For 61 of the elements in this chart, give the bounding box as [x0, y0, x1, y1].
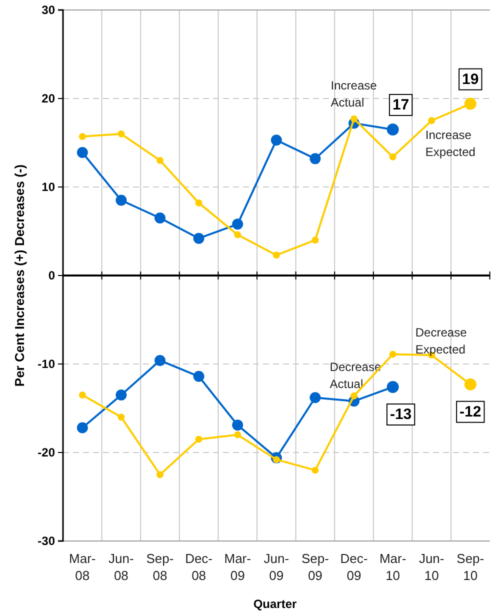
- point: [195, 436, 202, 443]
- x-tick-label: Sep-08: [146, 551, 174, 583]
- x-tick-label: Mar-10: [379, 551, 406, 583]
- point: [78, 391, 86, 398]
- point: [156, 471, 164, 478]
- point: [232, 218, 244, 230]
- point: [272, 252, 280, 259]
- point: [310, 392, 321, 404]
- point: [154, 354, 166, 366]
- point: [234, 231, 242, 238]
- y-tick-label: 30: [42, 2, 56, 17]
- point: [386, 123, 399, 136]
- point: [116, 389, 127, 400]
- x-tick-label: Jun-08: [108, 551, 134, 583]
- series-label: Increase Expected: [425, 128, 476, 159]
- y-tick-label: 20: [42, 91, 56, 106]
- point: [154, 212, 166, 224]
- point: [312, 466, 319, 474]
- y-tick-label: -30: [38, 534, 56, 548]
- y-axis-title: Per Cent Increases (+) Decreases (-): [12, 164, 27, 387]
- point: [156, 156, 164, 164]
- point: [234, 431, 242, 438]
- y-tick-label: -10: [38, 356, 56, 371]
- y-tick-label: 10: [42, 180, 56, 194]
- point: [118, 130, 125, 138]
- point: [76, 422, 88, 434]
- x-tick-label: Dec-08: [185, 551, 213, 583]
- point: [193, 370, 204, 382]
- x-axis-title: Quarter: [253, 597, 297, 611]
- point: [232, 420, 244, 431]
- data-label: -12: [460, 403, 482, 420]
- point: [312, 236, 319, 244]
- x-tick-label: Sep-09: [301, 551, 329, 583]
- point: [193, 232, 204, 244]
- point: [116, 194, 127, 206]
- x-tick-label: Sep-10: [456, 551, 484, 583]
- x-tick-label: Jun-09: [264, 551, 290, 583]
- series-label: Decrease Actual: [330, 360, 382, 392]
- x-tick-label: Mar-08: [69, 551, 96, 583]
- data-label: 17: [392, 96, 410, 114]
- data-label: 19: [462, 70, 479, 88]
- x-tick-label: Jun-10: [418, 551, 444, 583]
- point: [270, 134, 282, 146]
- point: [76, 146, 88, 158]
- x-tick-label: Mar-09: [224, 551, 251, 583]
- point: [350, 392, 358, 400]
- point: [428, 117, 436, 124]
- point: [350, 115, 358, 122]
- x-tick-label: Dec-09: [340, 551, 368, 583]
- y-tick-label: 0: [48, 268, 56, 282]
- point: [195, 199, 202, 206]
- point: [389, 350, 396, 358]
- series-label: Increase Actual: [330, 78, 378, 110]
- point: [78, 133, 86, 140]
- point: [118, 414, 125, 421]
- point: [386, 381, 399, 394]
- point: [310, 153, 321, 164]
- y-tick-label: -20: [38, 445, 56, 460]
- point: [389, 153, 396, 160]
- series-label: Decrease Expected: [415, 325, 468, 356]
- data-label: -13: [390, 406, 412, 424]
